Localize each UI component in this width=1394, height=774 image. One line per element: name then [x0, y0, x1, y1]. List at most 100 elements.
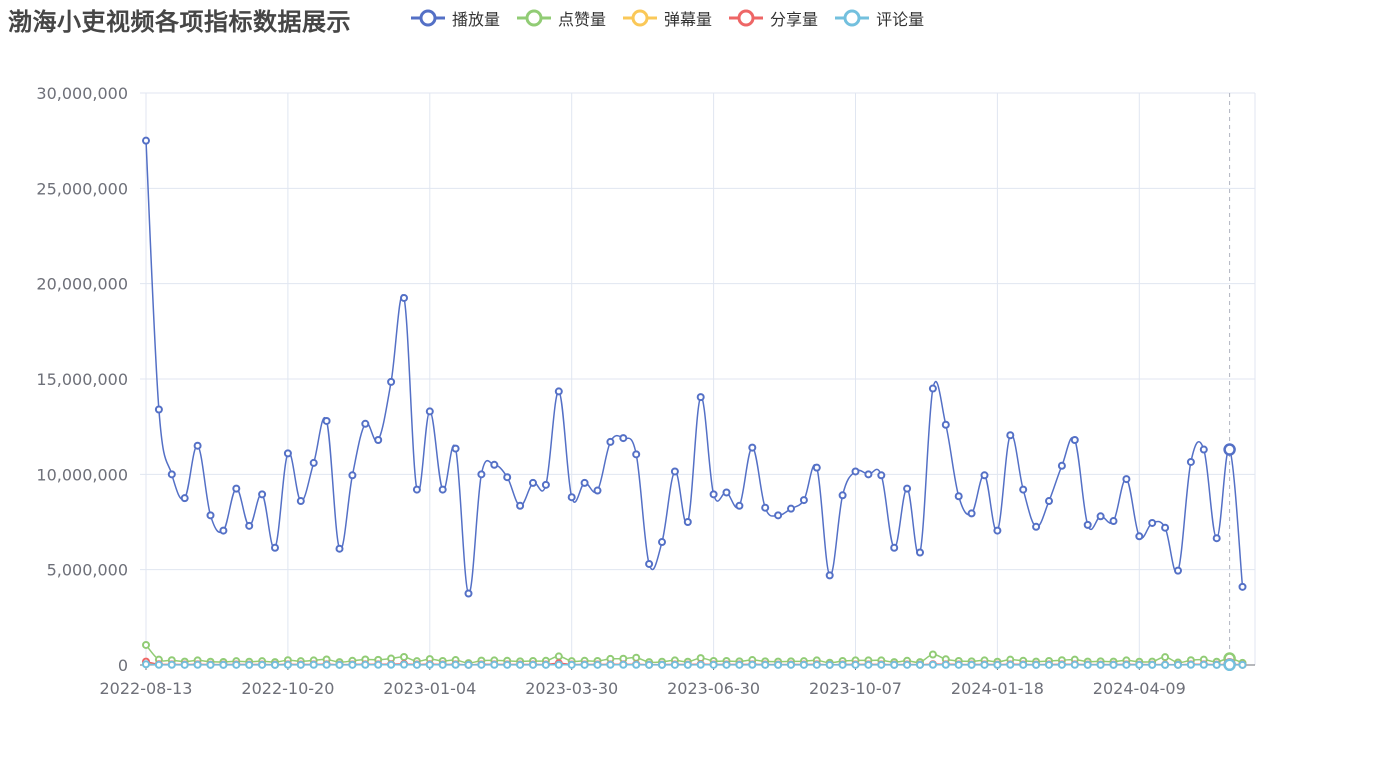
data-point: [928, 650, 937, 659]
data-point: [374, 436, 383, 445]
data-point: [400, 293, 408, 302]
data-point: [658, 660, 666, 669]
data-point: [877, 471, 886, 480]
data-point: [1174, 566, 1182, 575]
data-point: [1135, 660, 1144, 669]
data-point: [490, 460, 499, 469]
y-tick-label: 30,000,000: [36, 84, 128, 103]
data-point: [903, 660, 912, 669]
data-point: [477, 470, 486, 479]
legend-line-circle-icon: [411, 9, 445, 27]
y-tick-label: 25,000,000: [36, 179, 128, 198]
data-point: [1199, 660, 1208, 669]
data-point: [1122, 475, 1131, 484]
data-point: [193, 441, 202, 450]
data-point: [425, 660, 434, 669]
data-point: [232, 484, 241, 493]
data-point: [1223, 443, 1236, 456]
data-point: [683, 660, 692, 669]
data-point: [722, 660, 731, 669]
legend-item[interactable]: 分享量: [728, 6, 818, 30]
data-point: [206, 660, 215, 669]
data-point: [322, 660, 331, 669]
data-point: [541, 480, 550, 489]
data-point: [709, 490, 718, 499]
data-point: [283, 449, 292, 458]
data-point: [645, 559, 654, 568]
data-point: [283, 660, 292, 669]
data-point: [142, 640, 150, 649]
data-point: [400, 652, 408, 661]
data-point: [954, 492, 963, 501]
legend-item[interactable]: 播放量: [410, 6, 500, 30]
data-point: [593, 660, 602, 669]
data-point: [1109, 660, 1118, 669]
data-point: [825, 660, 834, 669]
data-point: [1045, 660, 1053, 669]
data-point: [1186, 457, 1195, 466]
data-point: [1070, 660, 1079, 669]
legend: 播放量 点赞量 弹幕量 分享量 评论量: [410, 6, 940, 30]
data-point: [709, 660, 718, 669]
data-point: [1006, 660, 1015, 669]
data-point: [554, 387, 563, 396]
x-tick-label: 2022-10-20: [241, 679, 334, 698]
data-point: [696, 654, 705, 663]
data-point: [219, 660, 228, 669]
data-point: [1070, 436, 1079, 445]
data-point: [529, 478, 537, 487]
data-point: [632, 660, 641, 669]
series-line: [145, 140, 1244, 595]
data-point: [503, 473, 512, 482]
data-point: [735, 501, 744, 510]
data-point: [619, 434, 628, 443]
data-point: [812, 463, 821, 472]
data-point: [1006, 431, 1015, 440]
data-point: [503, 660, 512, 669]
y-tick-label: 5,000,000: [47, 561, 128, 580]
data-point: [412, 660, 421, 669]
legend-item[interactable]: 评论量: [834, 6, 924, 30]
data-point: [696, 393, 705, 402]
data-point: [593, 486, 602, 495]
data-point: [967, 509, 976, 518]
data-point: [412, 485, 421, 494]
legend-item[interactable]: 弹幕量: [622, 6, 712, 30]
data-point: [993, 660, 1002, 669]
data-point: [967, 660, 976, 669]
legend-item[interactable]: 点赞量: [516, 6, 606, 30]
data-point: [180, 660, 189, 669]
data-point: [567, 660, 576, 669]
x-tick-label: 2023-10-07: [809, 679, 902, 698]
data-point: [387, 377, 396, 386]
x-tick-label: 2023-06-30: [667, 679, 760, 698]
data-point: [348, 660, 357, 669]
data-point: [1186, 660, 1195, 669]
data-point: [722, 488, 731, 497]
data-point: [154, 405, 163, 414]
data-point: [1083, 660, 1092, 669]
data-point: [1148, 660, 1157, 669]
legend-line-circle-icon: [623, 9, 658, 27]
data-point: [232, 660, 241, 669]
data-point: [1019, 660, 1028, 669]
x-tick-label: 2023-03-30: [525, 679, 618, 698]
data-point: [1161, 660, 1170, 669]
data-point: [928, 384, 937, 393]
y-tick-label: 10,000,000: [36, 465, 128, 484]
data-point: [619, 660, 628, 669]
data-point: [683, 518, 692, 526]
data-point: [774, 511, 783, 520]
data-point: [1096, 512, 1105, 521]
data-point: [193, 660, 202, 669]
data-point: [167, 660, 176, 669]
data-point: [309, 660, 318, 669]
data-point: [1161, 653, 1170, 662]
data-point: [606, 660, 615, 669]
data-point: [864, 660, 873, 669]
x-tick-label: 2022-08-13: [100, 679, 193, 698]
data-point: [632, 653, 641, 662]
data-point: [180, 494, 189, 503]
data-point: [890, 660, 899, 669]
data-point: [258, 660, 267, 669]
